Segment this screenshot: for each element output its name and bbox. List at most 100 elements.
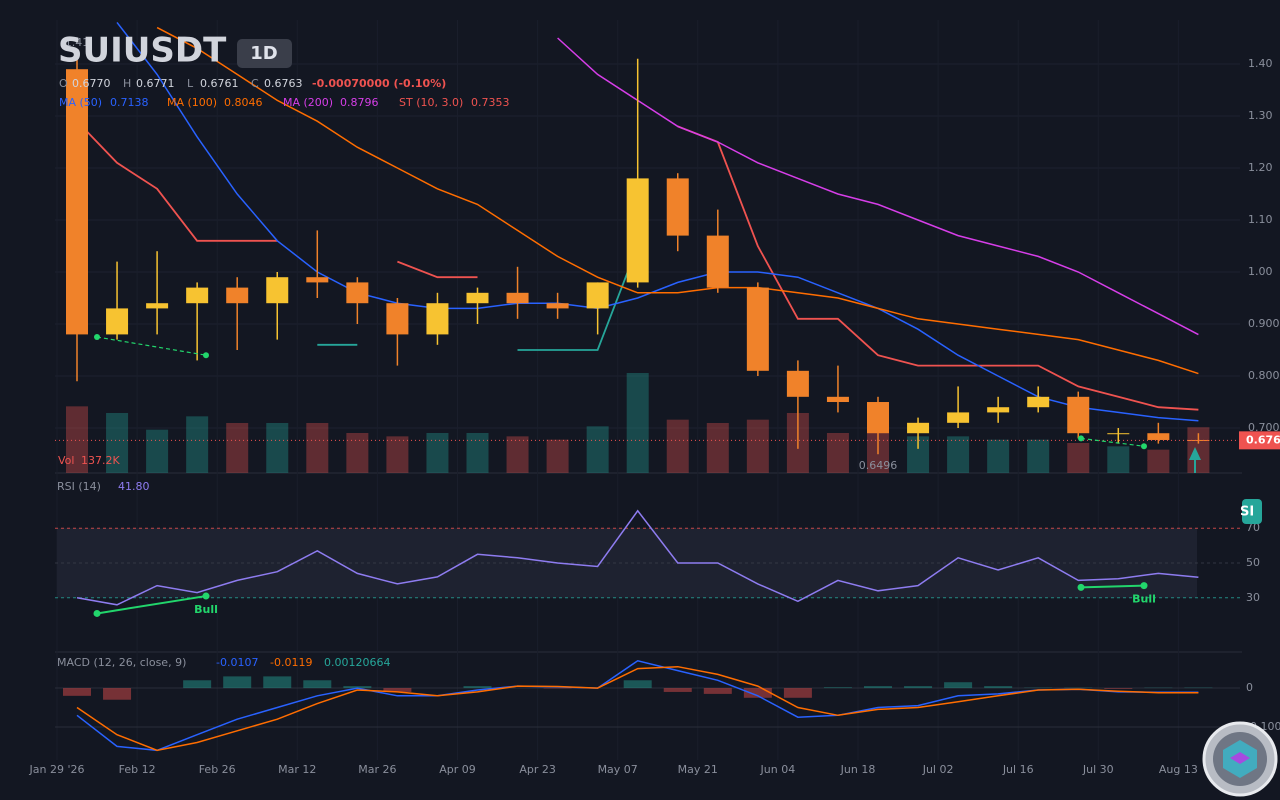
volume-bar bbox=[626, 373, 649, 473]
candle-body bbox=[106, 308, 129, 335]
candle-body bbox=[626, 178, 649, 283]
macd-histogram bbox=[463, 686, 492, 689]
volume-bar bbox=[1067, 443, 1090, 473]
macd-histogram bbox=[223, 676, 252, 689]
divergence-point bbox=[1078, 435, 1084, 442]
y-tick-label: 0.800 bbox=[1248, 369, 1280, 382]
ohlc-key: H bbox=[123, 77, 131, 90]
macd-histogram bbox=[663, 688, 692, 692]
moving-average bbox=[156, 26, 1199, 375]
last-price-box bbox=[1239, 431, 1280, 450]
x-tick-label: Jun 18 bbox=[840, 763, 876, 776]
volume-bar bbox=[1147, 449, 1170, 473]
candle-body bbox=[266, 277, 289, 304]
y-tick-label: 0.700 bbox=[1248, 421, 1280, 434]
candle-body bbox=[826, 396, 849, 403]
volume-bar bbox=[1107, 446, 1130, 473]
legend-name: ST (10, 3.0) bbox=[399, 96, 463, 109]
chart-title: SUIUSDT bbox=[58, 31, 227, 71]
divergence-rsi bbox=[1080, 584, 1145, 589]
macd-histogram bbox=[183, 680, 212, 689]
macd-histogram bbox=[1104, 688, 1133, 689]
macd-histogram bbox=[303, 680, 332, 689]
moving-average bbox=[116, 21, 1199, 422]
x-tick-label: Aug 13 bbox=[1159, 763, 1198, 776]
interval-badge bbox=[237, 39, 292, 68]
legend-value: 0.7353 bbox=[471, 96, 510, 109]
rsi-tick-label: 70 bbox=[1246, 521, 1260, 534]
divergence-point bbox=[1077, 583, 1085, 591]
candle-body bbox=[306, 277, 329, 283]
x-tick-label: Jan 29 '26 bbox=[29, 763, 85, 776]
candle-body bbox=[586, 282, 609, 309]
legend-name: MA (50) bbox=[59, 96, 102, 109]
divergence-point bbox=[94, 334, 100, 341]
volume-bar bbox=[106, 413, 129, 473]
candle-body bbox=[506, 292, 529, 304]
y-tick-label: 0.900 bbox=[1248, 317, 1280, 330]
candle-body bbox=[1067, 396, 1090, 434]
rsi-name: RSI (14) bbox=[57, 480, 101, 493]
macd-line bbox=[76, 665, 1199, 752]
candle-body bbox=[786, 370, 809, 397]
last-price-label: 0.6763 bbox=[1246, 433, 1280, 446]
macd-histogram bbox=[984, 686, 1013, 689]
low-label: 0.6496 bbox=[859, 459, 898, 472]
macd-histogram bbox=[103, 688, 132, 700]
high-label: 1.41 bbox=[65, 36, 90, 49]
x-tick-label: Feb 26 bbox=[199, 763, 236, 776]
volume-bar bbox=[146, 429, 169, 473]
supertrend-upper bbox=[76, 120, 1199, 411]
macd-histogram bbox=[743, 688, 772, 698]
volume-bar bbox=[987, 439, 1010, 473]
volume-bar bbox=[666, 419, 689, 473]
divergence-price bbox=[96, 336, 207, 356]
x-tick-label: Mar 12 bbox=[278, 763, 316, 776]
legend-name: MA (100) bbox=[167, 96, 217, 109]
macd-line bbox=[76, 659, 1199, 752]
macd-histogram bbox=[864, 686, 892, 689]
y-tick-label: 1.20 bbox=[1248, 161, 1273, 174]
candle-body bbox=[426, 303, 449, 335]
ohlc-value: 0.6763 bbox=[264, 77, 303, 90]
candle-body bbox=[226, 287, 249, 304]
legend-name: MA (200) bbox=[283, 96, 333, 109]
candle-body bbox=[466, 292, 489, 304]
divergence-point bbox=[1140, 582, 1148, 590]
macd-name: MACD (12, 26, close, 9) bbox=[57, 656, 186, 669]
interval: 1D bbox=[250, 43, 277, 64]
legend-value: 0.8046 bbox=[224, 96, 263, 109]
x-tick-label: Jun 04 bbox=[760, 763, 796, 776]
rsi-tick-label: 30 bbox=[1246, 591, 1260, 604]
candle-body bbox=[867, 402, 889, 434]
macd-histogram bbox=[783, 688, 812, 698]
volume-bar bbox=[466, 433, 489, 473]
divergence-point bbox=[93, 609, 101, 617]
y-tick-label: 1.10 bbox=[1248, 213, 1273, 226]
volume-bar bbox=[346, 433, 369, 473]
ohlc-key: C bbox=[251, 77, 259, 90]
arrow-marker bbox=[1189, 447, 1201, 460]
volume-bar bbox=[306, 423, 329, 473]
moving-average bbox=[557, 37, 1199, 336]
volume-bar bbox=[1187, 427, 1210, 473]
y-tick-label: 1.40 bbox=[1248, 57, 1273, 70]
divergence-label: Bull bbox=[194, 603, 218, 616]
macd-tick-label: 0 bbox=[1246, 681, 1253, 694]
divergence-point bbox=[1141, 443, 1147, 450]
volume-bar bbox=[506, 436, 529, 473]
x-tick-label: Mar 26 bbox=[358, 763, 396, 776]
candle-body bbox=[987, 407, 1010, 413]
candle-body bbox=[1187, 439, 1210, 441]
legend-value: 0.7138 bbox=[110, 96, 149, 109]
candle-body bbox=[1027, 396, 1050, 408]
candle-body bbox=[546, 303, 569, 309]
rsi-line bbox=[76, 509, 1199, 606]
x-tick-label: May 21 bbox=[678, 763, 718, 776]
front-layer: 0.700 0.800 0.900 1.00 1.10 1.20 1.30 1.40 Jan 2… bbox=[29, 36, 1280, 776]
macd-histogram bbox=[63, 688, 91, 696]
volume-bar bbox=[746, 419, 769, 473]
back-layer bbox=[55, 20, 1242, 760]
